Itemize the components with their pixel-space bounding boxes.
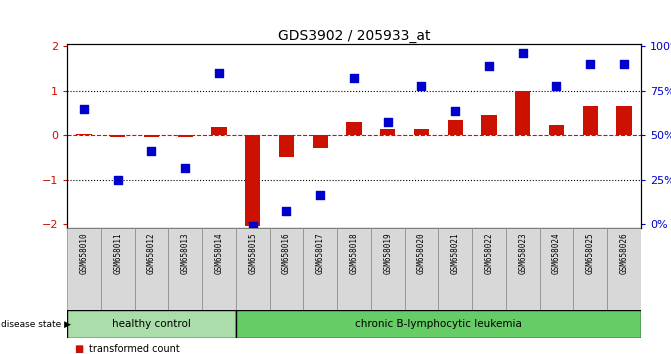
Bar bbox=[380, 129, 395, 135]
Bar bbox=[506, 228, 539, 310]
Point bbox=[382, 119, 393, 125]
Bar bbox=[67, 310, 236, 338]
Point bbox=[248, 223, 258, 229]
Text: GSM658011: GSM658011 bbox=[113, 233, 122, 274]
Bar bbox=[236, 310, 641, 338]
Text: healthy control: healthy control bbox=[112, 319, 191, 329]
Point bbox=[551, 84, 562, 89]
Point bbox=[484, 64, 495, 69]
Point bbox=[180, 166, 191, 171]
Bar bbox=[245, 135, 260, 226]
Bar bbox=[607, 228, 641, 310]
Text: GSM658024: GSM658024 bbox=[552, 233, 561, 274]
Bar bbox=[279, 135, 294, 158]
Bar bbox=[110, 135, 125, 137]
Bar bbox=[405, 228, 438, 310]
Text: transformed count: transformed count bbox=[89, 344, 179, 354]
Text: GSM658015: GSM658015 bbox=[248, 233, 257, 274]
Bar bbox=[303, 228, 337, 310]
Bar bbox=[438, 228, 472, 310]
Text: GSM658013: GSM658013 bbox=[180, 233, 190, 274]
Bar bbox=[67, 228, 101, 310]
Point bbox=[79, 106, 89, 112]
Bar bbox=[481, 115, 497, 135]
Text: GSM658016: GSM658016 bbox=[282, 233, 291, 274]
Title: GDS3902 / 205933_at: GDS3902 / 205933_at bbox=[278, 29, 430, 43]
Point bbox=[517, 50, 528, 56]
Bar bbox=[236, 228, 270, 310]
Bar bbox=[573, 228, 607, 310]
Bar bbox=[549, 125, 564, 135]
Bar bbox=[168, 228, 202, 310]
Text: GSM658026: GSM658026 bbox=[619, 233, 629, 274]
Text: GSM658018: GSM658018 bbox=[350, 233, 358, 274]
Point bbox=[112, 177, 123, 182]
Bar bbox=[617, 106, 631, 135]
Point bbox=[213, 70, 224, 76]
Text: GSM658025: GSM658025 bbox=[586, 233, 595, 274]
Bar bbox=[371, 228, 405, 310]
Point bbox=[416, 84, 427, 89]
Bar bbox=[414, 129, 429, 135]
Text: GSM658014: GSM658014 bbox=[215, 233, 223, 274]
Point bbox=[619, 61, 629, 67]
Point bbox=[315, 192, 325, 198]
Point bbox=[146, 148, 157, 154]
Bar bbox=[515, 91, 530, 135]
Point bbox=[585, 61, 596, 67]
Bar bbox=[337, 228, 371, 310]
Bar bbox=[448, 120, 463, 135]
Bar bbox=[313, 135, 328, 148]
Text: GSM658012: GSM658012 bbox=[147, 233, 156, 274]
Bar bbox=[539, 228, 573, 310]
Point bbox=[349, 75, 360, 80]
Text: GSM658010: GSM658010 bbox=[79, 233, 89, 274]
Bar bbox=[202, 228, 236, 310]
Text: ■: ■ bbox=[74, 344, 83, 354]
Bar bbox=[346, 122, 362, 135]
Text: GSM658019: GSM658019 bbox=[383, 233, 393, 274]
Bar bbox=[144, 135, 159, 137]
Text: GSM658022: GSM658022 bbox=[484, 233, 493, 274]
Point bbox=[281, 208, 292, 213]
Bar bbox=[582, 106, 598, 135]
Bar bbox=[211, 127, 227, 135]
Text: GSM658020: GSM658020 bbox=[417, 233, 426, 274]
Bar bbox=[76, 134, 91, 135]
Point bbox=[450, 108, 460, 114]
Bar bbox=[472, 228, 506, 310]
Bar bbox=[178, 135, 193, 137]
Text: GSM658017: GSM658017 bbox=[315, 233, 325, 274]
Bar bbox=[101, 228, 135, 310]
Text: chronic B-lymphocytic leukemia: chronic B-lymphocytic leukemia bbox=[355, 319, 522, 329]
Bar bbox=[270, 228, 303, 310]
Text: disease state ▶: disease state ▶ bbox=[1, 319, 70, 329]
Text: GSM658021: GSM658021 bbox=[451, 233, 460, 274]
Bar bbox=[135, 228, 168, 310]
Text: GSM658023: GSM658023 bbox=[518, 233, 527, 274]
